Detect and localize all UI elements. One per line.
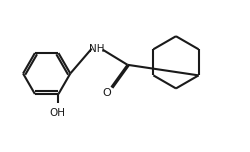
Text: O: O <box>102 88 111 98</box>
Text: OH: OH <box>49 108 65 118</box>
Text: NH: NH <box>90 44 105 54</box>
